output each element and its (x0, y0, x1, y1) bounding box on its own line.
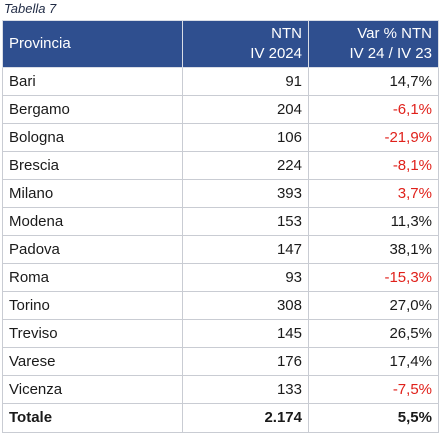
ntn-cell: 224 (182, 151, 309, 180)
ntn-cell: 106 (182, 123, 309, 152)
var-cell: 14,7% (308, 67, 439, 96)
table-row: Milano 393 3,7% (2, 179, 439, 208)
header-provincia-label: Provincia (9, 35, 71, 52)
provincia-cell: Padova (2, 235, 183, 264)
province-ntn-table: Provincia NTN IV 2024 Var % NTN IV 24 / … (2, 20, 439, 433)
var-cell: 11,3% (308, 207, 439, 236)
header-ntn: NTN IV 2024 (182, 20, 309, 68)
var-cell: 17,4% (308, 347, 439, 376)
header-provincia: Provincia (2, 20, 183, 68)
ntn-cell: 176 (182, 347, 309, 376)
ntn-cell: 91 (182, 67, 309, 96)
header-ntn-line2: IV 2024 (250, 45, 302, 62)
ntn-cell: 147 (182, 235, 309, 264)
table-row: Bologna 106 -21,9% (2, 123, 439, 152)
provincia-cell: Roma (2, 263, 183, 292)
header-var-line1: Var % NTN (357, 25, 432, 42)
table-caption: Tabella 7 (4, 1, 57, 16)
table-header: Provincia NTN IV 2024 Var % NTN IV 24 / … (2, 20, 439, 68)
provincia-cell: Treviso (2, 319, 183, 348)
var-cell: 3,7% (308, 179, 439, 208)
table-row: Bari 91 14,7% (2, 67, 439, 96)
ntn-cell: 133 (182, 375, 309, 404)
provincia-cell: Brescia (2, 151, 183, 180)
ntn-cell: 145 (182, 319, 309, 348)
table-row: Torino 308 27,0% (2, 291, 439, 320)
provincia-cell: Modena (2, 207, 183, 236)
provincia-cell: Bergamo (2, 95, 183, 124)
total-label: Totale (2, 403, 183, 433)
provincia-cell: Vicenza (2, 375, 183, 404)
var-cell: -6,1% (308, 95, 439, 124)
total-row: Totale 2.174 5,5% (2, 403, 439, 433)
var-cell: -7,5% (308, 375, 439, 404)
ntn-cell: 153 (182, 207, 309, 236)
provincia-cell: Varese (2, 347, 183, 376)
var-cell: -15,3% (308, 263, 439, 292)
table-row: Brescia 224 -8,1% (2, 151, 439, 180)
total-var: 5,5% (308, 403, 439, 433)
provincia-cell: Bologna (2, 123, 183, 152)
ntn-cell: 93 (182, 263, 309, 292)
provincia-cell: Torino (2, 291, 183, 320)
table-row: Treviso 145 26,5% (2, 319, 439, 348)
table-row: Varese 176 17,4% (2, 347, 439, 376)
var-cell: -21,9% (308, 123, 439, 152)
table-row: Vicenza 133 -7,5% (2, 375, 439, 404)
header-ntn-line1: NTN (271, 25, 302, 42)
table-row: Modena 153 11,3% (2, 207, 439, 236)
header-var-line2: IV 24 / IV 23 (349, 45, 432, 62)
var-cell: 26,5% (308, 319, 439, 348)
table-row: Bergamo 204 -6,1% (2, 95, 439, 124)
header-var: Var % NTN IV 24 / IV 23 (308, 20, 439, 68)
table-row: Roma 93 -15,3% (2, 263, 439, 292)
var-cell: 38,1% (308, 235, 439, 264)
provincia-cell: Milano (2, 179, 183, 208)
ntn-cell: 393 (182, 179, 309, 208)
table-row: Padova 147 38,1% (2, 235, 439, 264)
var-cell: -8,1% (308, 151, 439, 180)
ntn-cell: 204 (182, 95, 309, 124)
provincia-cell: Bari (2, 67, 183, 96)
total-ntn: 2.174 (182, 403, 309, 433)
var-cell: 27,0% (308, 291, 439, 320)
table-body: Bari 91 14,7% Bergamo 204 -6,1% Bologna 106 -21,… (2, 67, 439, 433)
header-row: Provincia NTN IV 2024 Var % NTN IV 24 / … (2, 20, 439, 68)
ntn-cell: 308 (182, 291, 309, 320)
